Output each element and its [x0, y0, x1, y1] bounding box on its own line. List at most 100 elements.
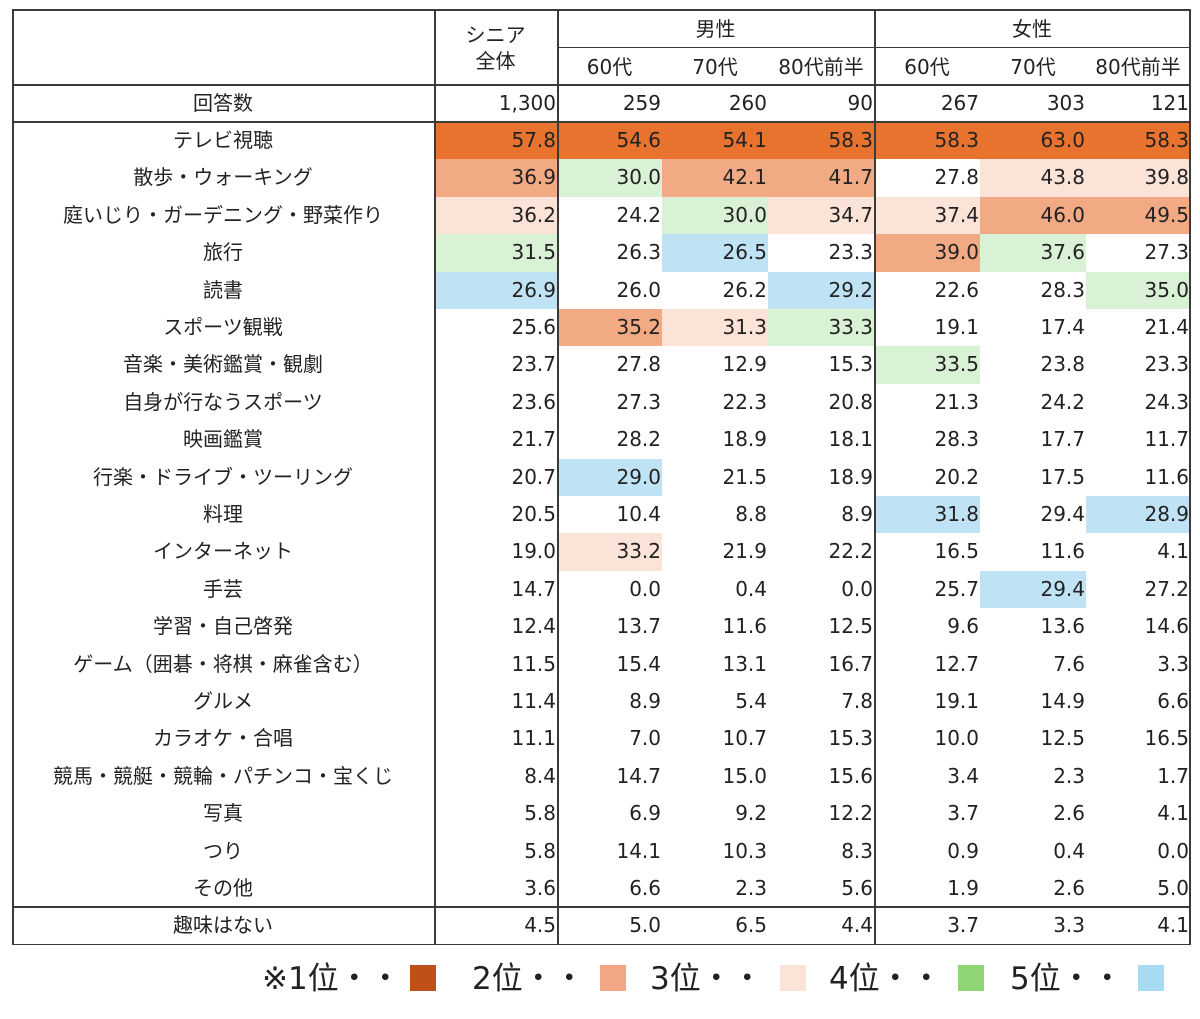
- subheader-female-60s: 60代: [904, 55, 950, 79]
- table-row-value: 8.8: [735, 502, 767, 526]
- header-female: 女性: [1012, 17, 1052, 41]
- table-row-value: 58.3: [874, 122, 980, 160]
- table-row-value: 24.3: [1144, 389, 1189, 414]
- table-row-value: 20.2: [934, 464, 979, 489]
- header-all-line2: 全体: [475, 49, 516, 73]
- table-row-value: 20.7: [511, 464, 556, 489]
- table-row-label: 行楽・ドライブ・ツーリング: [93, 464, 353, 489]
- table-row-value: 5.0: [1157, 876, 1189, 900]
- table-row-value: 8.9: [629, 689, 661, 713]
- respondents-row-value: 1,300: [498, 91, 556, 115]
- table-row-value: 29.4: [1040, 502, 1085, 526]
- table-row-value: 22.6: [934, 277, 979, 302]
- respondents-row-value: 303: [1046, 91, 1085, 115]
- table-row-label: 写真: [203, 801, 243, 826]
- legend-swatch: [600, 965, 626, 991]
- table-row-label: 庭いじり・ガーデニング・野菜作り: [63, 202, 383, 227]
- no-hobby-row-value: 6.5: [735, 913, 767, 938]
- grid-line-h: [12, 9, 1190, 11]
- table-row-value: 11.1: [511, 726, 556, 751]
- table-row-value: 4.1: [1157, 801, 1189, 826]
- table-row-value: 0.0: [629, 576, 661, 601]
- table-row-value: 15.4: [616, 651, 661, 676]
- table-row-value: 30.0: [557, 159, 662, 197]
- table-row-value: 0.4: [735, 576, 767, 601]
- legend-swatch: [410, 965, 436, 991]
- table-row-label: 競馬・競艇・競輪・パチンコ・宝くじ: [53, 763, 393, 788]
- table-row-value: 8.4: [524, 763, 556, 788]
- table-row-value: 0.0: [1157, 838, 1189, 863]
- table-row-value: 5.8: [524, 838, 556, 863]
- no-hobby-row-value: 4.5: [524, 913, 556, 938]
- table-row-value: 8.3: [841, 838, 873, 863]
- subheader-female-70s: 70代: [1010, 55, 1056, 79]
- respondents-row-value: 121: [1150, 91, 1189, 115]
- respondents-row-label: 回答数: [193, 91, 253, 115]
- table-row-value: 10.0: [934, 726, 979, 751]
- grid-line-h: [12, 121, 1190, 123]
- table-row-value: 2.6: [1053, 876, 1085, 900]
- table-row-value: 12.2: [828, 801, 873, 826]
- table-row-value: 11.7: [1144, 427, 1189, 452]
- table-row-value: 35.2: [557, 309, 662, 347]
- table-row-value: 14.7: [511, 576, 556, 601]
- respondents-row-value: 267: [940, 91, 979, 115]
- table-row-value: 2.3: [1053, 763, 1085, 788]
- table-row-value: 14.7: [616, 763, 661, 788]
- table-row-value: 35.0: [1086, 271, 1190, 309]
- table-row-value: 27.3: [616, 389, 661, 414]
- table-row-label: その他: [193, 876, 253, 900]
- table-row-value: 19.1: [934, 315, 979, 339]
- table-row-label: ゲーム（囲碁・将棋・麻雀含む）: [73, 651, 373, 676]
- table-row-label: 自身が行なうスポーツ: [123, 389, 323, 414]
- table-row-value: 10.4: [616, 502, 661, 526]
- table-row-value: 27.8: [934, 165, 979, 190]
- table-row-value: 11.6: [1040, 539, 1085, 564]
- subheader-female-80s: 80代前半: [1095, 55, 1181, 79]
- table-row-value: 16.7: [828, 651, 873, 676]
- table-row-value: 58.3: [768, 122, 874, 160]
- table-row-value: 39.8: [1086, 159, 1190, 197]
- table-row-value: 36.9: [434, 159, 557, 197]
- table-row-value: 41.7: [768, 159, 874, 197]
- legend-label: 4位・・: [829, 961, 942, 997]
- table-row-value: 23.8: [1040, 352, 1085, 377]
- grid-line-v: [874, 9, 876, 945]
- table-row-value: 18.1: [828, 427, 873, 452]
- table-row-value: 31.8: [874, 496, 980, 534]
- table-row-label: グルメ: [193, 689, 253, 713]
- table-row-value: 57.8: [434, 122, 557, 160]
- table-row-value: 13.7: [616, 614, 661, 639]
- table-row-value: 39.0: [874, 234, 980, 272]
- legend-label: 2位・・: [472, 961, 585, 997]
- table-row-label: つり: [203, 838, 243, 863]
- no-hobby-row-label: 趣味はない: [173, 913, 273, 938]
- table-row-value: 26.5: [662, 234, 768, 272]
- table-row-value: 27.2: [1144, 576, 1189, 601]
- table-row-value: 23.3: [1144, 352, 1189, 377]
- table-row-value: 22.3: [722, 389, 767, 414]
- table-row-value: 3.3: [1157, 651, 1189, 676]
- table-row-value: 20.5: [511, 502, 556, 526]
- table-row-value: 31.3: [662, 309, 768, 347]
- table-row-value: 26.2: [722, 277, 767, 302]
- no-hobby-row-value: 4.1: [1157, 913, 1189, 938]
- table-row-value: 13.6: [1040, 614, 1085, 639]
- hobby-ranking-table: シニア 全体 男性 女性 60代 70代 80代前半 60代 70代 80代前半…: [12, 9, 1191, 946]
- table-row-value: 5.8: [524, 801, 556, 826]
- table-row-value: 12.5: [1040, 726, 1085, 751]
- table-row-label: カラオケ・合唱: [153, 726, 293, 751]
- table-row-value: 8.9: [841, 502, 873, 526]
- table-row-value: 28.2: [616, 427, 661, 452]
- table-row-value: 12.4: [511, 614, 556, 639]
- table-row-value: 3.7: [947, 801, 979, 826]
- table-row-value: 23.3: [828, 240, 873, 265]
- table-row-value: 54.6: [557, 122, 662, 160]
- subheader-male-60s: 60代: [586, 55, 633, 79]
- respondents-row-value: 90: [847, 91, 873, 115]
- table-row-value: 36.2: [434, 196, 557, 235]
- table-row-value: 14.6: [1144, 614, 1189, 639]
- table-row-value: 0.4: [1053, 838, 1085, 863]
- grid-line-v: [434, 9, 436, 945]
- table-row-value: 2.3: [735, 876, 767, 900]
